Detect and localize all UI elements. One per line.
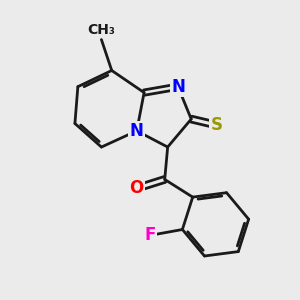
- Text: CH₃: CH₃: [88, 23, 116, 37]
- Text: O: O: [130, 179, 144, 197]
- Text: N: N: [130, 122, 144, 140]
- Text: N: N: [171, 78, 185, 96]
- Text: S: S: [210, 116, 222, 134]
- Text: F: F: [144, 226, 156, 244]
